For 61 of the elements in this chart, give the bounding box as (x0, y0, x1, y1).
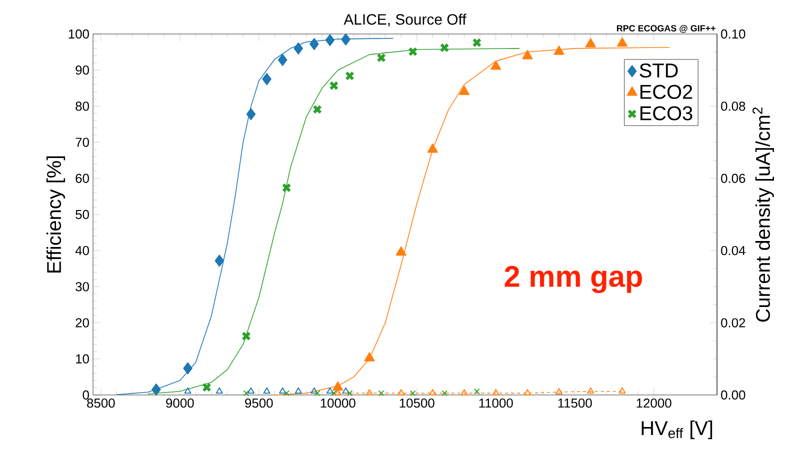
legend-label: ECO2 (640, 84, 692, 99)
y-tick-label: 90 (76, 65, 89, 75)
point (214, 254, 224, 267)
point (242, 331, 251, 341)
y-tick-label: 100 (68, 29, 89, 39)
point (408, 46, 418, 56)
point (490, 60, 502, 70)
y-tick-label: 0 (82, 390, 89, 400)
y-axis-title: Efficiency [%] (46, 156, 66, 272)
point (312, 104, 322, 114)
x-tick-label: 9500 (245, 398, 273, 408)
point (262, 73, 272, 86)
point (376, 53, 386, 62)
point (396, 246, 406, 256)
y2-tick-label: 0.04 (721, 246, 746, 256)
point (427, 144, 438, 153)
point (202, 382, 212, 392)
point (282, 183, 292, 192)
point (585, 38, 596, 48)
point (345, 71, 354, 81)
legend-label: ECO3 (640, 106, 692, 120)
text: RPC ECOGAS @ GIF++ (616, 24, 716, 33)
x-tick-label: 11000 (479, 398, 513, 408)
y-tick-label: 40 (75, 246, 89, 256)
point (472, 38, 482, 48)
line-series (116, 38, 394, 395)
y2-tick-label: 0.02 (721, 318, 746, 328)
y2-tick-label: 0.08 (721, 102, 746, 111)
point (278, 54, 288, 66)
y-tick-label: 20 (76, 318, 89, 328)
y2-tick-label: 0.00 (721, 390, 746, 400)
x-axis-title: HV$_{eff}$ [V] (642, 420, 712, 440)
x-tick-label: 10500 (400, 398, 434, 408)
legend-label: STD (640, 63, 678, 78)
y-tick-label: 30 (76, 282, 89, 292)
x-tick-label: 9000 (166, 398, 194, 408)
annotation: 2 mm gap (504, 266, 642, 294)
y2-axis-title: Current density [uA]/cm$^{2}$ (752, 107, 774, 322)
point (554, 46, 564, 55)
chart-title: ALICE, Source Off (344, 14, 466, 26)
x-tick-label: 12000 (636, 398, 672, 408)
point (310, 38, 319, 50)
point (616, 37, 628, 47)
point (364, 352, 375, 362)
point (246, 108, 256, 120)
y2-tick-label: 0.10 (721, 29, 746, 39)
point (440, 43, 450, 52)
point (329, 80, 339, 90)
y-tick-label: 10 (76, 354, 89, 364)
y-tick-label: 60 (76, 174, 89, 183)
point (522, 50, 533, 60)
y2-tick-label: 0.06 (721, 174, 746, 183)
x-tick-label: 8500 (87, 398, 115, 408)
y-tick-label: 80 (76, 102, 89, 111)
point (183, 362, 192, 374)
x-tick-label: 11500 (558, 398, 592, 408)
y-tick-label: 50 (76, 210, 89, 220)
point (458, 86, 470, 95)
y-tick-label: 70 (76, 138, 89, 147)
x-tick-label: 10000 (320, 398, 356, 408)
point (294, 42, 303, 54)
